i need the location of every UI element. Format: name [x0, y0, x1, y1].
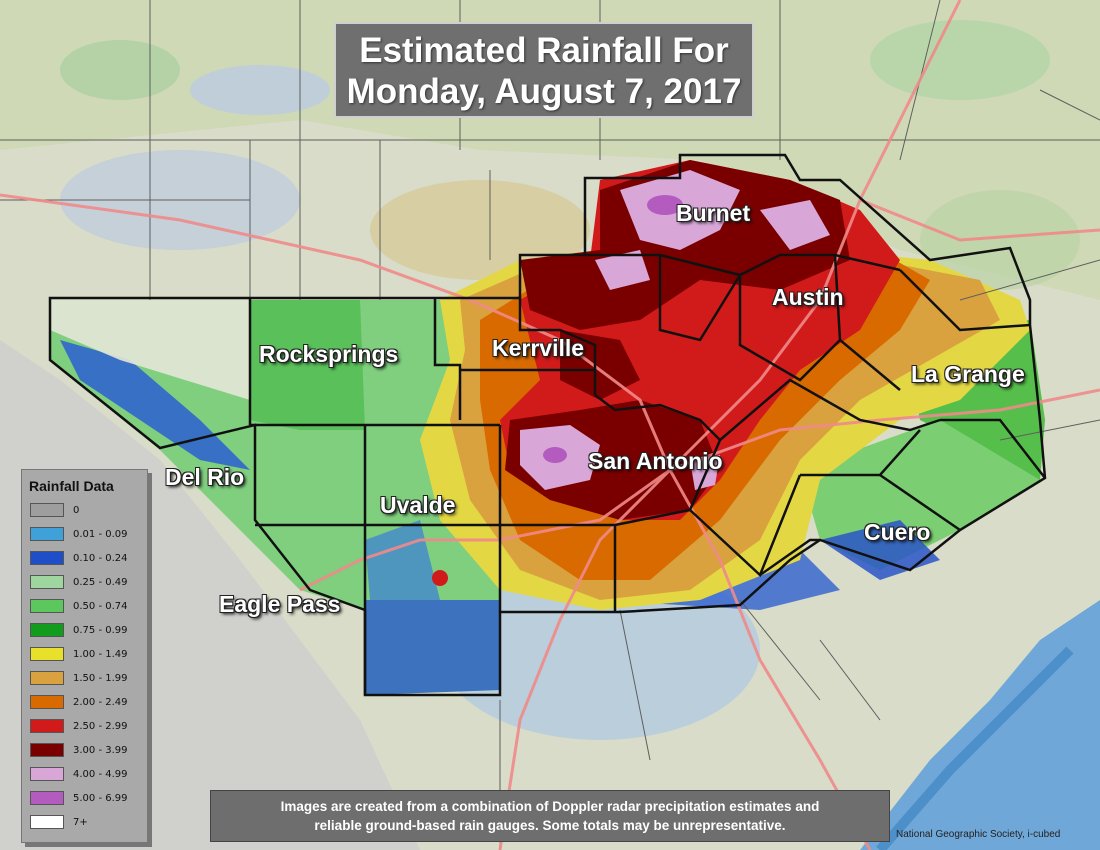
legend-item: 1.00 - 1.49 [22, 642, 147, 666]
legend-swatch [30, 599, 64, 613]
legend-item: 0.50 - 0.74 [22, 594, 147, 618]
legend-label: 0 [73, 504, 80, 516]
city-label-eagle-pass: Eagle Pass [219, 591, 341, 617]
rainfall-legend: Rainfall Data 0 0.01 - 0.09 0.10 - 0.24 0.2… [21, 469, 148, 843]
blue-rain-area [365, 600, 500, 695]
legend-label: 1.50 - 1.99 [73, 672, 128, 684]
disclaimer-line-1: Images are created from a combination of… [280, 799, 820, 814]
legend-label: 2.00 - 2.49 [73, 696, 128, 708]
green-rain-area [250, 300, 365, 430]
legend-item: 2.00 - 2.49 [22, 690, 147, 714]
legend-label: 0.01 - 0.09 [73, 528, 128, 540]
pink-rain-area [760, 200, 830, 250]
city-label-austin: Austin [772, 284, 844, 310]
coastline [876, 646, 1074, 850]
legend-swatch [30, 503, 64, 517]
rain-patch [190, 65, 330, 115]
legend-item: 0 [22, 498, 147, 522]
legend-item: 0.25 - 0.49 [22, 570, 147, 594]
gulf-of-mexico [860, 600, 1100, 850]
legend-swatch [30, 647, 64, 661]
legend-item: 4.00 - 4.99 [22, 762, 147, 786]
legend-item: 1.50 - 1.99 [22, 666, 147, 690]
legend-swatch [30, 527, 64, 541]
legend-item: 5.00 - 6.99 [22, 786, 147, 810]
legend-label: 0.10 - 0.24 [73, 552, 128, 564]
legend-label: 3.00 - 3.99 [73, 744, 128, 756]
dry-area [50, 300, 250, 400]
legend-item: 3.00 - 3.99 [22, 738, 147, 762]
city-label-del-rio: Del Rio [165, 464, 245, 490]
rain-patch [60, 40, 180, 100]
legend-label: 2.50 - 2.99 [73, 720, 128, 732]
legend-swatch [30, 575, 64, 589]
darkred-rain-area [560, 330, 640, 400]
blue-rain-area [820, 520, 940, 580]
legend-label: 0.50 - 0.74 [73, 600, 128, 612]
title-line-1: Estimated Rainfall For [359, 31, 729, 70]
legend-swatch [30, 791, 64, 805]
legend-label: 0.75 - 0.99 [73, 624, 128, 636]
legend-swatch [30, 551, 64, 565]
legend-label: 4.00 - 4.99 [73, 768, 128, 780]
legend-title: Rainfall Data [29, 478, 114, 494]
rain-patch [870, 20, 1050, 100]
purple-rain-spot [647, 195, 683, 215]
map-title: Estimated Rainfall For Monday, August 7,… [334, 22, 754, 118]
legend-swatch [30, 671, 64, 685]
forecast-county-borders [48, 153, 1047, 697]
city-label-rocksprings: Rocksprings [259, 341, 399, 367]
title-line-2: Monday, August 7, 2017 [346, 72, 742, 111]
city-label-uvalde: Uvalde [380, 492, 456, 518]
legend-swatch [30, 815, 64, 829]
legend-item: 7+ [22, 810, 147, 834]
legend-swatch [30, 743, 64, 757]
legend-label: 1.00 - 1.49 [73, 648, 128, 660]
city-label-la-grange: La Grange [911, 361, 1025, 387]
legend-swatch [30, 695, 64, 709]
legend-swatch [30, 623, 64, 637]
disclaimer-line-2: reliable ground-based rain gauges. Some … [314, 818, 786, 833]
legend-label: 7+ [73, 816, 88, 828]
purple-rain-spot [543, 447, 567, 463]
city-label-cuero: Cuero [864, 519, 931, 545]
legend-item: 0.10 - 0.24 [22, 546, 147, 570]
city-label-kerrville: Kerrville [492, 335, 585, 361]
legend-item: 0.01 - 0.09 [22, 522, 147, 546]
city-label-burnet: Burnet [676, 200, 751, 226]
red-rain-spot [432, 570, 448, 586]
legend-swatch [30, 767, 64, 781]
rain-patch [920, 190, 1080, 290]
pink-rain-area [595, 250, 650, 290]
city-label-san-antonio: San Antonio [588, 448, 723, 474]
legend-rows: 0 0.01 - 0.09 0.10 - 0.24 0.25 - 0.49 0.50 -… [22, 498, 147, 834]
legend-item: 0.75 - 0.99 [22, 618, 147, 642]
map-credit: National Geographic Society, i-cubed [896, 829, 1061, 840]
disclaimer-note: Images are created from a combination of… [210, 790, 890, 842]
legend-label: 5.00 - 6.99 [73, 792, 128, 804]
legend-label: 0.25 - 0.49 [73, 576, 128, 588]
legend-item: 2.50 - 2.99 [22, 714, 147, 738]
legend-swatch [30, 719, 64, 733]
